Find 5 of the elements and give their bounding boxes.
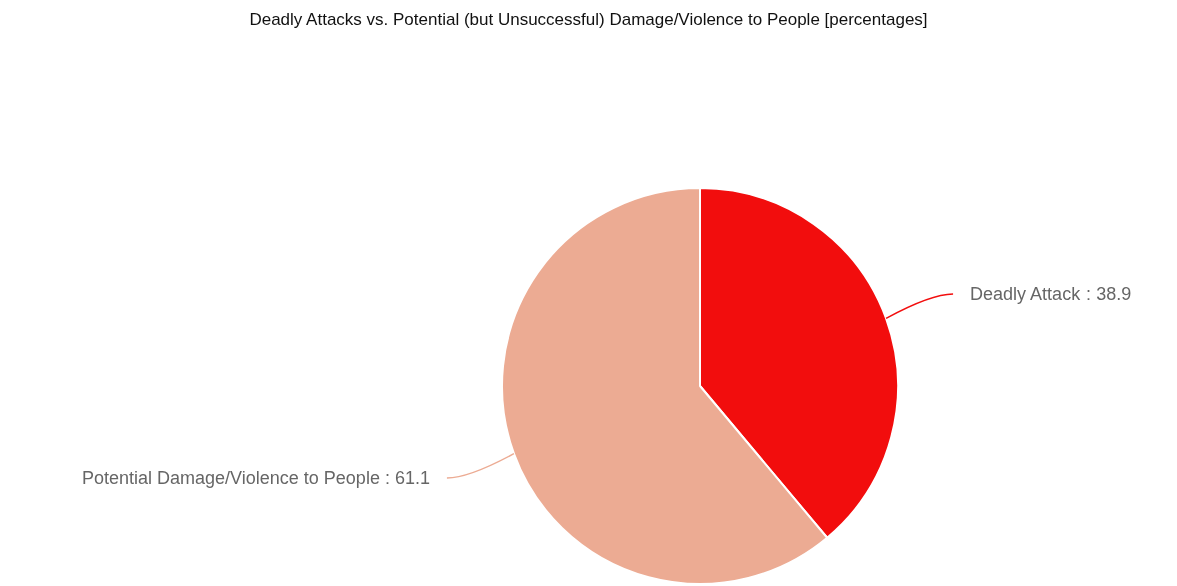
slice-label: Potential Damage/Violence to People [82,467,385,488]
data-label: : 38.9 [1086,283,1132,304]
slice-label: Deadly Attack [970,283,1086,304]
data-label: : 61.1 [384,467,430,488]
chart-title: Deadly Attacks vs. Potential (but Unsuccessful) Damage/Violence to People [percentages] [248,10,929,30]
